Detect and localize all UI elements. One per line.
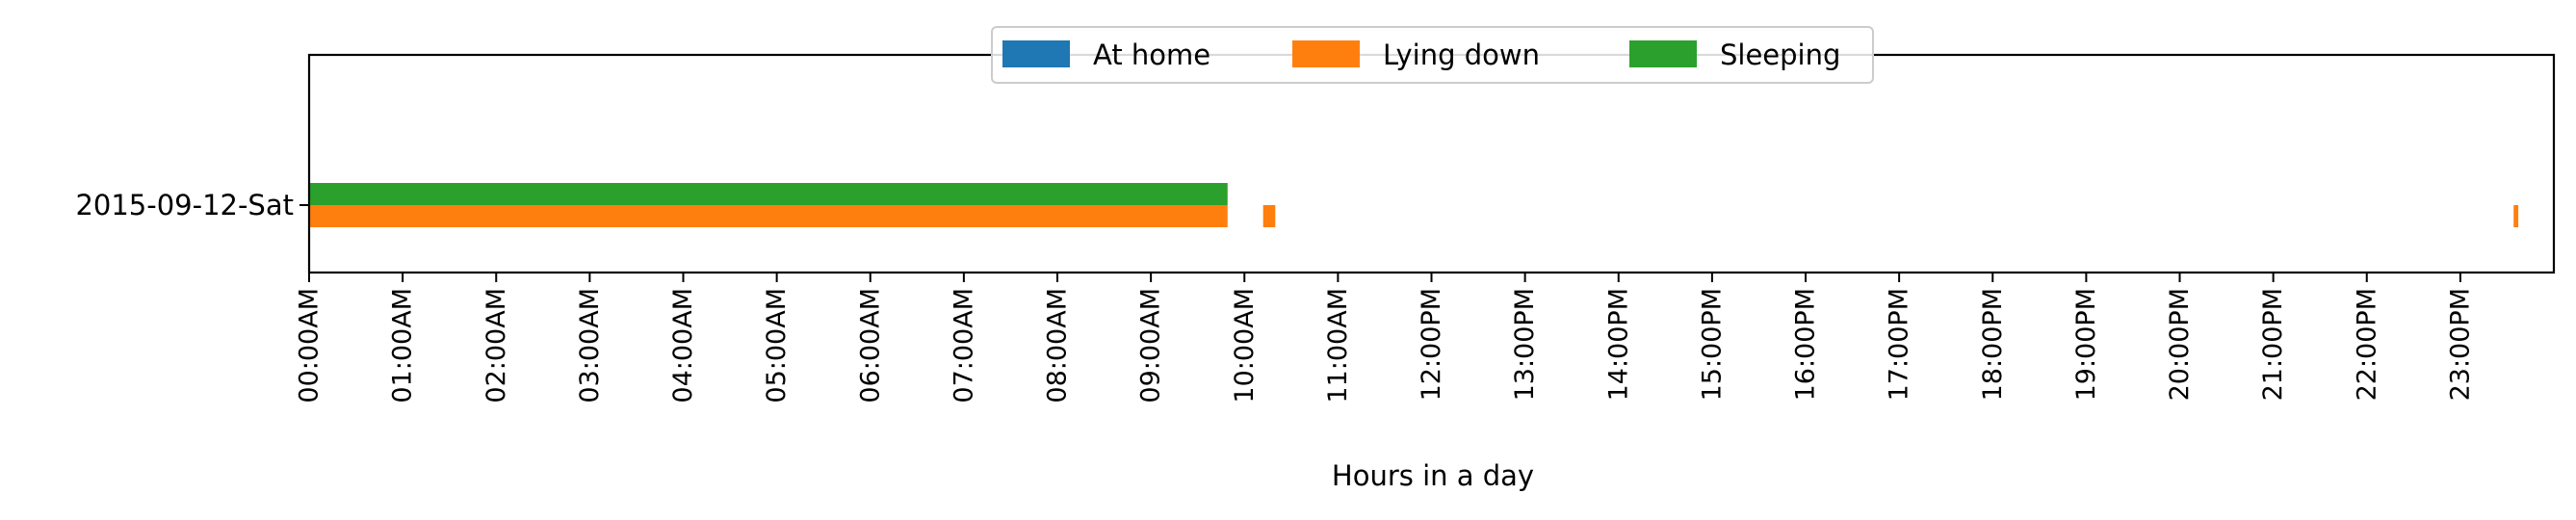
- x-tick-label: 08:00AM: [1043, 288, 1073, 403]
- axes-frame: [307, 53, 2556, 274]
- x-tick-label: 07:00AM: [949, 288, 978, 403]
- x-axis: 00:00AM 01:00AM 02:00AM 03:00AM 04:00AM 05:00…: [295, 273, 2475, 403]
- x-tick-label: 17:00PM: [1885, 288, 1914, 401]
- x-tick-label: 22:00PM: [2352, 288, 2381, 401]
- x-tick-label: 03:00AM: [575, 288, 605, 403]
- x-axis-label: Hours in a day: [1332, 459, 1534, 492]
- x-tick-label: 15:00PM: [1697, 288, 1727, 401]
- plot-area: [307, 53, 2556, 274]
- x-tick-label: 09:00AM: [1136, 288, 1166, 403]
- x-tick-label: 20:00PM: [2165, 288, 2195, 401]
- x-tick-label: 12:00PM: [1417, 288, 1446, 401]
- legend-swatch-sleeping: [1629, 40, 1697, 67]
- y-tick-label: 2015-09-12-Sat: [75, 189, 294, 221]
- legend-label-sleeping: Sleeping: [1720, 39, 1840, 71]
- x-tick-label: 19:00PM: [2071, 288, 2101, 401]
- legend: At home Lying down Sleeping: [991, 26, 1874, 84]
- x-tick-label: 11:00AM: [1323, 288, 1353, 403]
- bar-lying-down-0: [309, 205, 1228, 227]
- x-tick-label: 01:00AM: [388, 288, 418, 403]
- x-tick-label: 04:00AM: [668, 288, 698, 403]
- x-tick-label: 10:00AM: [1230, 288, 1260, 403]
- x-tick-label: 14:00PM: [1603, 288, 1633, 401]
- bar-lying-down-1: [1262, 205, 1276, 227]
- bar-lying-down-2: [2513, 205, 2519, 227]
- x-tick-label: 16:00PM: [1791, 288, 1821, 401]
- legend-swatch-at-home: [1002, 40, 1070, 67]
- x-tick-label: 02:00AM: [481, 288, 511, 403]
- x-tick-label: 06:00AM: [855, 288, 885, 403]
- bar-sleeping-0: [309, 183, 1228, 205]
- legend-swatch-lying-down: [1292, 40, 1360, 67]
- y-axis: 2015-09-12-Sat: [75, 189, 309, 221]
- legend-label-lying-down: Lying down: [1383, 39, 1540, 71]
- x-tick-label: 23:00PM: [2445, 288, 2475, 401]
- x-tick-label: 18:00PM: [1978, 288, 2008, 401]
- x-tick-label: 00:00AM: [295, 288, 325, 403]
- x-tick-label: 21:00PM: [2258, 288, 2288, 401]
- x-tick-label: 05:00AM: [762, 288, 792, 403]
- x-tick-label: 13:00PM: [1510, 288, 1540, 401]
- legend-label-at-home: At home: [1093, 39, 1210, 71]
